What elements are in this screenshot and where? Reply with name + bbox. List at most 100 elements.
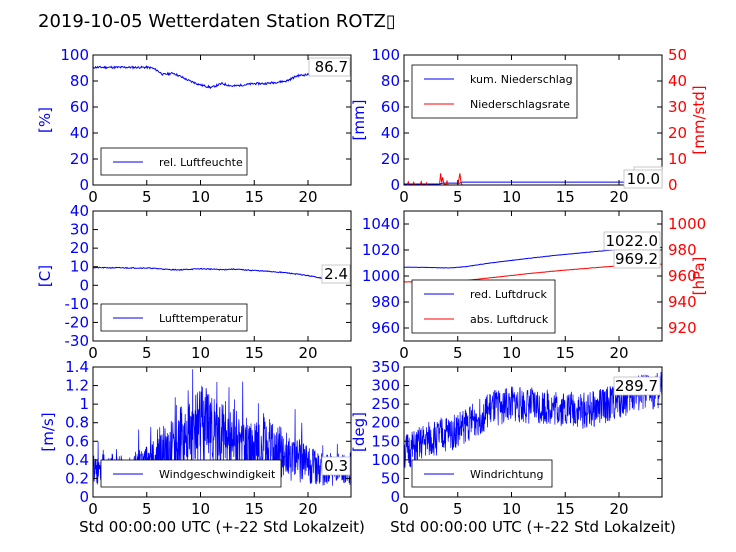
x-tick-label: 20 xyxy=(298,500,317,518)
y-tick-label: 20 xyxy=(70,150,89,168)
x-tick-label: 5 xyxy=(453,188,463,206)
series-line-p2-0 xyxy=(404,181,662,185)
x-tick-label: 10 xyxy=(191,344,210,362)
y2-tick-label: 50 xyxy=(668,46,687,64)
y-tick-label: 0.6 xyxy=(65,432,89,450)
y2-tick-label: 920 xyxy=(668,319,697,337)
panel-p4: 0 5 10 15 20 960 980 1000 1020 1040 920 940 960 980 10… xyxy=(362,210,708,362)
legend-label: Windgeschwindigkeit xyxy=(159,468,276,481)
x-tick-label: 0 xyxy=(399,188,409,206)
plot-frame xyxy=(92,54,352,186)
y2-tick-label: 30 xyxy=(668,98,687,116)
y-tick-label: 0 xyxy=(79,176,89,194)
y-tick-label: 100 xyxy=(371,46,400,64)
x-tick-label: 15 xyxy=(556,188,575,206)
y2-axis-label: [hPa] xyxy=(690,257,708,296)
x-tick-label: 15 xyxy=(556,500,575,518)
y-tick-label: 250 xyxy=(371,395,400,413)
legend-label: Windrichtung xyxy=(470,468,543,481)
plot-frame xyxy=(403,54,663,186)
legend: red. Luftdruck abs. Luftdruck xyxy=(411,279,556,334)
y-axis-label: [m/s] xyxy=(39,412,57,451)
x-tick-label: 0 xyxy=(399,500,409,518)
last-value-box xyxy=(613,249,661,269)
x-tick-label: 10 xyxy=(502,188,521,206)
last-value-label: 1022.0 xyxy=(606,232,659,250)
x-axis-label: Std 00:00:00 UTC (+-22 Std Lokalzeit) xyxy=(79,518,365,536)
last-value-label: 2.4 xyxy=(324,265,348,283)
plot-frame xyxy=(92,366,352,498)
y-tick-label: 0 xyxy=(390,488,400,506)
x-tick-label: 15 xyxy=(245,500,264,518)
y-tick-label: 10 xyxy=(70,258,89,276)
y-tick-label: 40 xyxy=(381,124,400,142)
x-tick-label: 20 xyxy=(298,188,317,206)
y2-tick-label: 940 xyxy=(668,293,697,311)
x-tick-label: 5 xyxy=(142,500,152,518)
y-tick-label: 80 xyxy=(381,72,400,90)
x-tick-label: 0 xyxy=(88,188,98,206)
y-tick-label: 0.2 xyxy=(65,469,89,487)
y2-tick-label: 1000 xyxy=(668,215,706,233)
y-tick-label: 350 xyxy=(371,358,400,376)
y-tick-label: 0 xyxy=(79,488,89,506)
y-tick-label: 0 xyxy=(79,276,89,294)
last-value-box xyxy=(613,376,661,396)
chart-title: 2019-10-05 Wetterdaten Station ROTZ▯ xyxy=(38,11,396,32)
legend-label: Niederschlagsrate xyxy=(470,98,570,111)
y-tick-label: 0.4 xyxy=(65,451,89,469)
legend-box xyxy=(411,279,556,334)
y-tick-label: 960 xyxy=(371,319,400,337)
y2-tick-label: 0 xyxy=(668,176,678,194)
y-tick-label: -10 xyxy=(65,295,90,313)
x-tick-label: 20 xyxy=(609,344,628,362)
plot-frame xyxy=(403,366,663,498)
y2-tick-label: 10 xyxy=(668,150,687,168)
y-tick-label: 30 xyxy=(70,221,89,239)
y-tick-label: -30 xyxy=(65,332,90,350)
y-tick-label: 1 xyxy=(79,395,89,413)
y2-tick-label: 40 xyxy=(668,72,687,90)
last-value-box xyxy=(321,456,351,476)
y-axis-label: [deg] xyxy=(350,412,368,452)
y-tick-label: 80 xyxy=(70,72,89,90)
legend-label: red. Luftdruck xyxy=(470,288,547,301)
legend-label: rel. Luftfeuchte xyxy=(159,156,243,169)
x-tick-label: 5 xyxy=(453,344,463,362)
x-tick-label: 0 xyxy=(88,344,98,362)
last-value-box xyxy=(623,169,663,189)
last-value-box xyxy=(308,57,351,77)
last-value-label: 289.7 xyxy=(615,377,658,395)
last-value-label: 86.7 xyxy=(315,58,348,76)
x-tick-label: 20 xyxy=(609,188,628,206)
y-tick-label: 300 xyxy=(371,377,400,395)
x-tick-label: 20 xyxy=(298,344,317,362)
series-line-p1-0 xyxy=(93,65,351,90)
x-tick-label: 10 xyxy=(502,500,521,518)
y-tick-label: -20 xyxy=(65,313,90,331)
x-tick-label: 0 xyxy=(88,500,98,518)
panel-p1: 0 5 10 15 20 0 20 40 60 80 100 [%] rel. Luftfeuchte 8… xyxy=(36,46,352,206)
x-tick-label: 15 xyxy=(245,344,264,362)
y-tick-label: 1000 xyxy=(362,267,400,285)
last-value-label: 10.0 xyxy=(627,170,660,188)
x-tick-label: 10 xyxy=(191,188,210,206)
y-tick-label: 20 xyxy=(381,150,400,168)
legend-label: kum. Niederschlag xyxy=(470,73,573,86)
y-tick-label: 980 xyxy=(371,293,400,311)
y-tick-label: 150 xyxy=(371,432,400,450)
y2-tick-label: 20 xyxy=(668,124,687,142)
x-tick-label: 10 xyxy=(191,500,210,518)
x-tick-label: 5 xyxy=(453,500,463,518)
last-value-label: 969.2 xyxy=(615,250,658,268)
x-tick-label: 20 xyxy=(609,500,628,518)
x-axis-label: Std 00:00:00 UTC (+-22 Std Lokalzeit) xyxy=(390,518,676,536)
series-line-p2-1 xyxy=(404,173,662,185)
x-tick-label: 5 xyxy=(142,188,152,206)
y-tick-label: 60 xyxy=(70,98,89,116)
x-tick-label: 15 xyxy=(556,344,575,362)
